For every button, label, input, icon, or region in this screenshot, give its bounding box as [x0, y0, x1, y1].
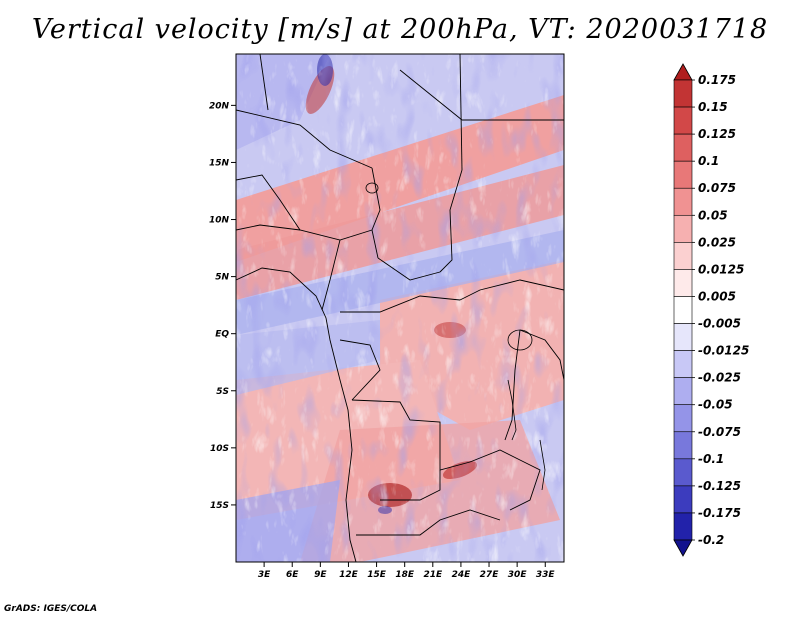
border-algeria-niger — [236, 109, 373, 169]
colorbar-segment — [673, 485, 693, 514]
lon-tick-label: 27E — [480, 570, 500, 580]
border-egypt-libya-south — [399, 69, 463, 121]
border-east-africa — [519, 329, 564, 381]
colorbar-segment — [673, 377, 693, 406]
colorbar-label: 0.005 — [698, 289, 736, 303]
colorbar-label: -0.0125 — [698, 344, 749, 358]
colorbar-label: -0.1 — [698, 452, 724, 466]
border-chad-sudan — [439, 169, 463, 273]
border-libya-egypt — [459, 54, 463, 171]
colorbar-label: 0.0125 — [698, 262, 744, 276]
lon-tick-label: 24E — [452, 570, 472, 580]
colorbar-segment — [673, 458, 693, 487]
colorbar-segment — [673, 133, 693, 162]
colorbar-segment — [673, 323, 693, 351]
lake-chad — [365, 182, 379, 194]
lon-tick-label: 21E — [423, 570, 443, 580]
colorbar-label: -0.005 — [698, 317, 741, 331]
grads-footer: GrADS: IGES/COLA — [4, 604, 98, 614]
colorbar-segment — [673, 296, 693, 324]
border-niger-chad — [371, 167, 381, 259]
border-nigeria-cameroon — [321, 239, 341, 311]
border-gabon-congo — [339, 339, 381, 401]
colorbar: 0.175 0.15 0.125 0.1 0.075 0.05 0.025 0.0125 0.0… — [673, 63, 749, 557]
lon-tick-label: 30E — [508, 570, 528, 580]
lon-tick-label: 3E — [258, 570, 271, 580]
colorbar-segment — [673, 242, 693, 270]
lat-tick-label: 15N — [209, 158, 230, 168]
lon-tick-label: 15E — [367, 570, 387, 580]
lat-tick-label: 5S — [216, 387, 229, 397]
lake-victoria — [507, 329, 533, 351]
colorbar-label: -0.05 — [698, 398, 733, 412]
colorbar-label: 0.15 — [698, 100, 728, 114]
colorbar-segment — [673, 79, 693, 108]
colorbar-segment — [673, 269, 693, 297]
colorbar-segment — [673, 404, 693, 433]
border-zambia-east — [469, 449, 541, 511]
lon-tick-label: 6E — [286, 570, 299, 580]
colorbar-segment — [673, 431, 693, 460]
colorbar-segment — [673, 350, 693, 378]
colorbar-label: -0.075 — [698, 425, 741, 439]
border-mali-niger — [236, 174, 301, 231]
lat-tick-label: 10S — [210, 444, 229, 454]
border-sudan-ss — [459, 279, 564, 301]
colorbar-label: 0.125 — [698, 127, 736, 141]
colorbar-segment — [673, 214, 693, 243]
colorbar-segment — [673, 160, 693, 189]
border-namibia — [356, 509, 501, 536]
colorbar-label: 0.075 — [698, 181, 736, 195]
velocity-field — [236, 54, 564, 562]
colorbar-label: -0.2 — [698, 533, 724, 547]
lat-tick-label: EQ — [215, 330, 229, 340]
map-axes: 20N 15N 10N 5N EQ 5S 10S 15S 3E 6E 9E 12E 15E 18E 21E 2… — [209, 101, 556, 580]
map-frame — [235, 53, 565, 563]
colorbar-top-arrow — [673, 63, 693, 81]
lon-tick-label: 12E — [339, 570, 359, 580]
colorbar-label: 0.1 — [698, 154, 719, 168]
lon-tick-label: 33E — [536, 570, 556, 580]
lakes — [365, 182, 546, 491]
colorbar-label: 0.05 — [698, 208, 728, 222]
lat-tick-label: 15S — [210, 501, 229, 511]
border-chad-car — [377, 257, 441, 281]
lon-tick-label: 9E — [314, 570, 327, 580]
colorbar-segment — [673, 187, 693, 216]
colorbar-segment — [673, 512, 693, 541]
border-sw — [259, 54, 269, 111]
lat-tick-label: 5N — [215, 273, 229, 283]
border-drc-angola — [351, 399, 471, 471]
map-title: Vertical velocity [m/s] at 200hPa, VT: 2… — [31, 14, 769, 45]
colorbar-label: -0.025 — [698, 371, 741, 385]
border-car-drc — [340, 295, 461, 313]
colorbar-segment — [673, 106, 693, 135]
lake-tanganyika — [507, 379, 517, 441]
border-angola-zambia — [380, 470, 441, 501]
lat-tick-label: 10N — [209, 216, 230, 226]
lake-malawi — [539, 439, 546, 491]
country-borders — [236, 54, 564, 562]
colorbar-label: 0.175 — [698, 73, 736, 87]
colorbar-label: -0.125 — [698, 479, 741, 493]
lon-tick-label: 18E — [395, 570, 415, 580]
colorbar-label: 0.025 — [698, 235, 736, 249]
colorbar-bottom-arrow — [673, 539, 693, 557]
coastline-west — [236, 267, 357, 562]
lat-tick-label: 20N — [209, 101, 230, 111]
colorbar-label: -0.175 — [698, 506, 741, 520]
